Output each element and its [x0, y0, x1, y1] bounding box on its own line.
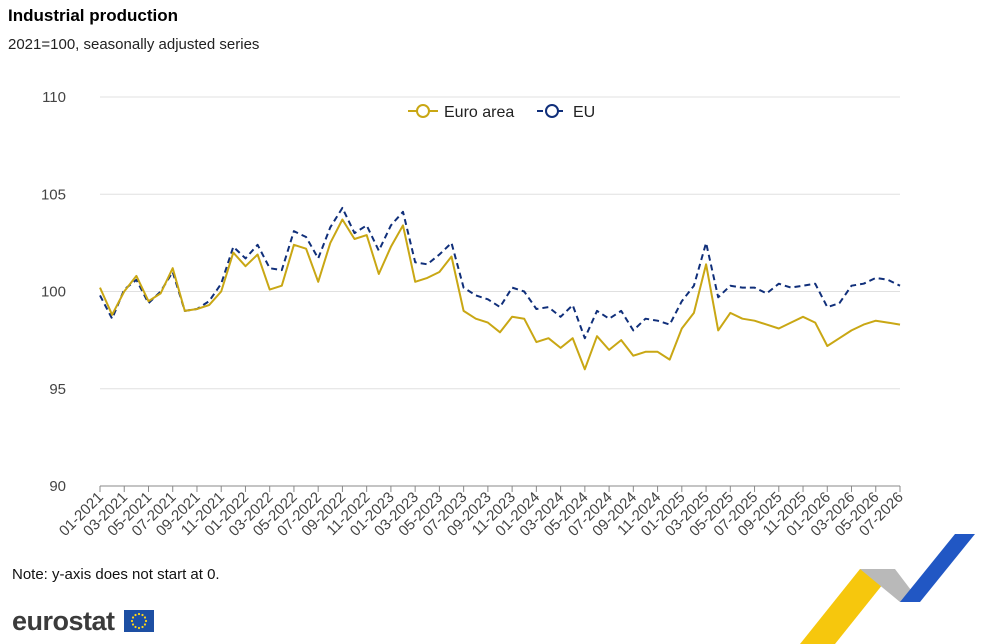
series-line-euro-area — [99, 218, 901, 371]
gridlines — [100, 96, 900, 487]
eurostat-logo: eurostat — [12, 606, 154, 637]
y-tick-label: 95 — [49, 381, 66, 398]
logo-text: eurostat — [12, 606, 115, 636]
chart-title: Industrial production — [8, 6, 178, 25]
legend-marker — [545, 104, 559, 118]
eu-flag-icon — [123, 610, 154, 632]
legend-marker — [416, 104, 430, 118]
y-tick-label: 105 — [41, 186, 66, 203]
series-line-eu — [99, 206, 901, 340]
legend-label[interactable]: Euro area — [444, 104, 514, 121]
eurostat-decor-icon — [800, 534, 975, 644]
y-tick-label: 90 — [49, 478, 66, 495]
y-axis: 90 95 100 105 110 — [41, 89, 66, 495]
x-axis: 01-202103-202105-202107-202109-202111-20… — [56, 486, 907, 540]
footnote: Note: y-axis does not start at 0. — [12, 566, 220, 583]
y-tick-label: 110 — [42, 89, 66, 106]
y-tick-label: 100 — [41, 284, 66, 301]
legend-label[interactable]: EU — [573, 104, 595, 121]
legend: Euro area EU — [408, 104, 595, 121]
series-lines — [99, 206, 901, 371]
chart-subtitle: 2021=100, seasonally adjusted series — [8, 36, 260, 53]
